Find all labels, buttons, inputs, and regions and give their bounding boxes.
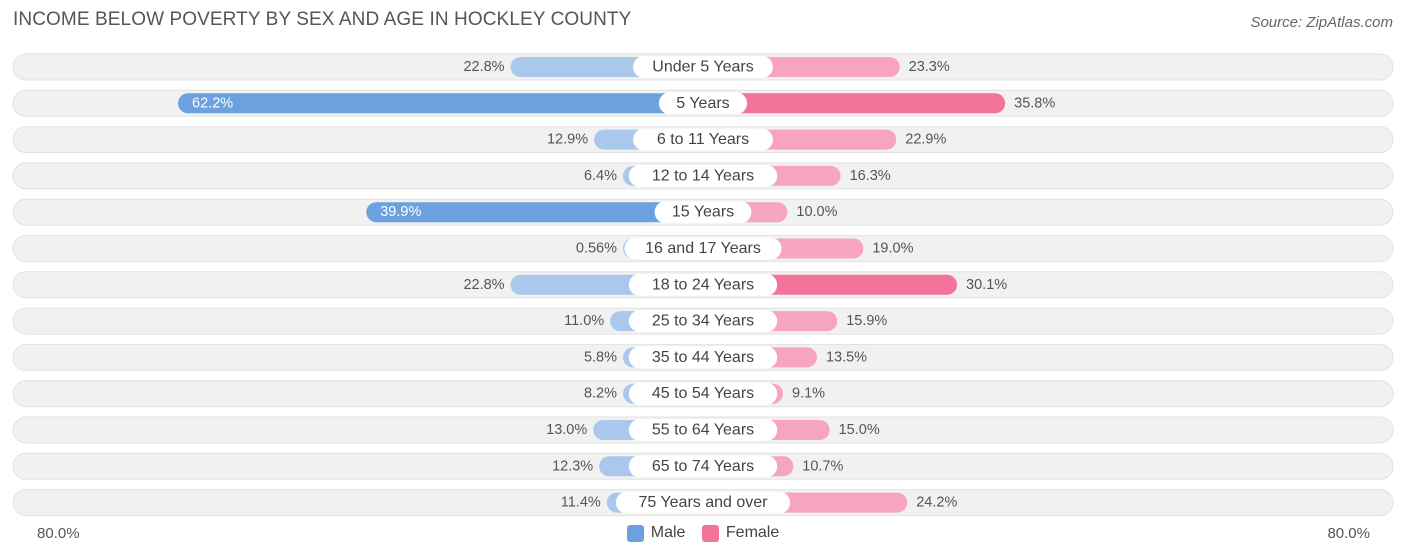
category-label: 65 to 74 Years [652,458,754,475]
legend: Male Female [0,524,1406,547]
category-label: 6 to 11 Years [657,131,749,148]
female-swatch [701,524,719,542]
category-label: 18 to 24 Years [652,276,754,293]
legend-label-male: Male [650,524,686,541]
category-label: Under 5 Years [652,59,753,76]
female-value-label: 19.0% [872,241,913,257]
category-pill [615,491,791,514]
male-value-label: 11.4% [561,495,601,511]
male-value-label: 12.3% [552,458,593,474]
category-label: 15 Years [672,204,734,221]
category-pill [624,237,782,260]
female-value-label: 13.5% [826,349,867,365]
category-label: 75 Years and over [639,494,769,511]
chart-title: INCOME BELOW POVERTY BY SEX AND AGE IN H… [13,9,632,30]
legend-label-female: Female [725,524,780,541]
category-label: 16 and 17 Years [645,240,761,257]
male-value-label: 62.2% [192,95,233,111]
male-swatch [626,524,644,542]
female-bar [703,93,1006,114]
category-pill [628,273,778,296]
male-value-label: 0.56% [576,241,617,257]
source-note: Source: ZipAtlas.com [1250,14,1393,31]
category-pill [628,455,778,478]
category-pill [628,382,778,405]
female-value-label: 15.9% [846,313,887,329]
axis-right-label: 80.0% [1327,525,1370,542]
category-label: 25 to 34 Years [652,313,754,330]
category-label: 12 to 14 Years [652,167,754,184]
legend-item-female[interactable]: Female [701,524,780,542]
axis-left-label: 80.0% [37,525,80,542]
female-value-label: 24.2% [916,495,957,511]
male-value-label: 5.8% [584,349,617,365]
male-bar [366,202,703,223]
female-value-label: 30.1% [966,277,1007,293]
category-label: 45 to 54 Years [652,385,754,402]
female-value-label: 9.1% [792,386,825,402]
legend-item-male[interactable]: Male [626,524,686,542]
female-value-label: 23.3% [909,59,950,75]
female-value-label: 16.3% [850,168,891,184]
female-value-label: 15.0% [839,422,880,438]
category-label: 35 to 44 Years [652,349,754,366]
category-label: 55 to 64 Years [652,422,754,439]
male-value-label: 39.9% [380,204,421,220]
category-pill [628,346,778,369]
category-label: 5 Years [676,95,729,112]
male-bar [178,93,704,114]
female-value-label: 10.0% [796,204,837,220]
category-pill [658,92,748,115]
category-pill [633,128,773,151]
female-value-label: 35.8% [1014,95,1055,111]
male-value-label: 13.0% [546,422,587,438]
category-pill [633,56,773,78]
male-value-label: 8.2% [584,386,617,402]
female-value-label: 22.9% [905,132,946,148]
female-value-label: 10.7% [802,458,843,474]
category-pill [628,310,778,333]
category-pill [654,201,752,224]
male-value-label: 22.8% [463,277,504,293]
category-pill [628,164,778,187]
male-value-label: 22.8% [463,59,504,75]
male-value-label: 6.4% [584,168,617,184]
category-pill [628,419,778,441]
male-value-label: 11.0% [564,313,604,329]
male-value-label: 12.9% [547,132,588,148]
